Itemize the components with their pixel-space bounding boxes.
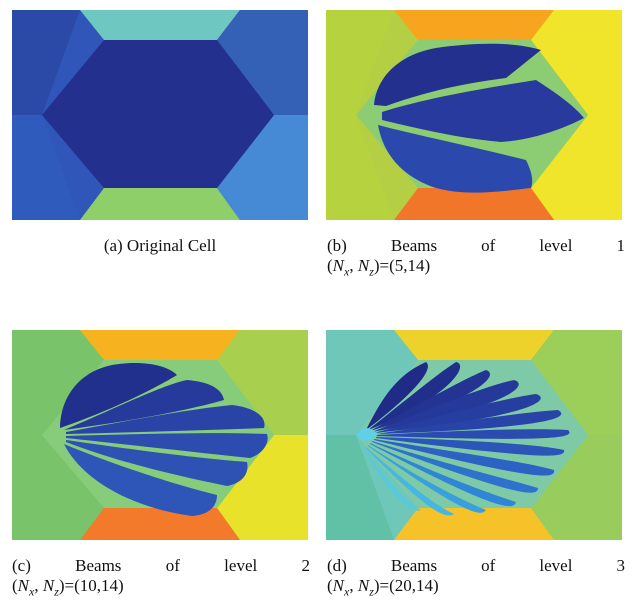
- caption-d-word-2: of: [481, 556, 496, 575]
- caption-c: (c) Beams of level 2 (Nx, Nz)=(10,14): [12, 556, 310, 601]
- caption-b-line1: (b) Beams of level 1: [327, 236, 625, 256]
- panel-c-beams-level-2: [12, 330, 308, 540]
- caption-b-word-1: Beams: [390, 236, 438, 255]
- caption-d-line1: (d) Beams of level 3: [327, 556, 625, 576]
- caption-d-params: (Nx, Nz)=(20,14): [327, 576, 439, 599]
- caption-d-word-3: level: [539, 556, 573, 575]
- caption-c-word-2: of: [165, 556, 180, 575]
- caption-b-word-2: of: [481, 236, 496, 255]
- caption-d-line2: (Nx, Nz)=(20,14): [327, 576, 625, 601]
- caption-a-text: (a) Original Cell: [103, 236, 217, 255]
- caption-c-line2: (Nx, Nz)=(10,14): [12, 576, 310, 601]
- caption-d-word-1: Beams: [390, 556, 438, 575]
- beams-level-2-image: [12, 330, 308, 540]
- caption-d-word-4: 3: [616, 556, 625, 575]
- caption-a: (a) Original Cell: [12, 236, 308, 256]
- caption-c-params: (Nx, Nz)=(10,14): [12, 576, 124, 599]
- caption-b-tag: (b): [327, 236, 347, 255]
- caption-c-line1: (c) Beams of level 2: [12, 556, 310, 576]
- caption-b-word-4: 1: [616, 236, 625, 255]
- caption-c-word-3: level: [224, 556, 258, 575]
- caption-c-tag: (c): [12, 556, 31, 575]
- caption-c-word-1: Beams: [75, 556, 122, 575]
- panel-b-beams-level-1: [326, 10, 622, 220]
- caption-d: (d) Beams of level 3 (Nx, Nz)=(20,14): [327, 556, 625, 601]
- caption-c-word-4: 2: [301, 556, 311, 575]
- panel-d-beams-level-3: [326, 330, 622, 540]
- caption-b-line2: (Nx, Nz)=(5,14): [327, 256, 625, 281]
- beams-level-1-image: [326, 10, 622, 220]
- beams-level-3-image: [326, 330, 622, 540]
- original-cell-image: [12, 10, 308, 220]
- caption-d-tag: (d): [327, 556, 347, 575]
- caption-b: (b) Beams of level 1 (Nx, Nz)=(5,14): [327, 236, 625, 281]
- caption-b-params: (Nx, Nz)=(5,14): [327, 256, 431, 279]
- panel-a-original-cell: [12, 10, 308, 220]
- caption-b-word-3: level: [539, 236, 573, 255]
